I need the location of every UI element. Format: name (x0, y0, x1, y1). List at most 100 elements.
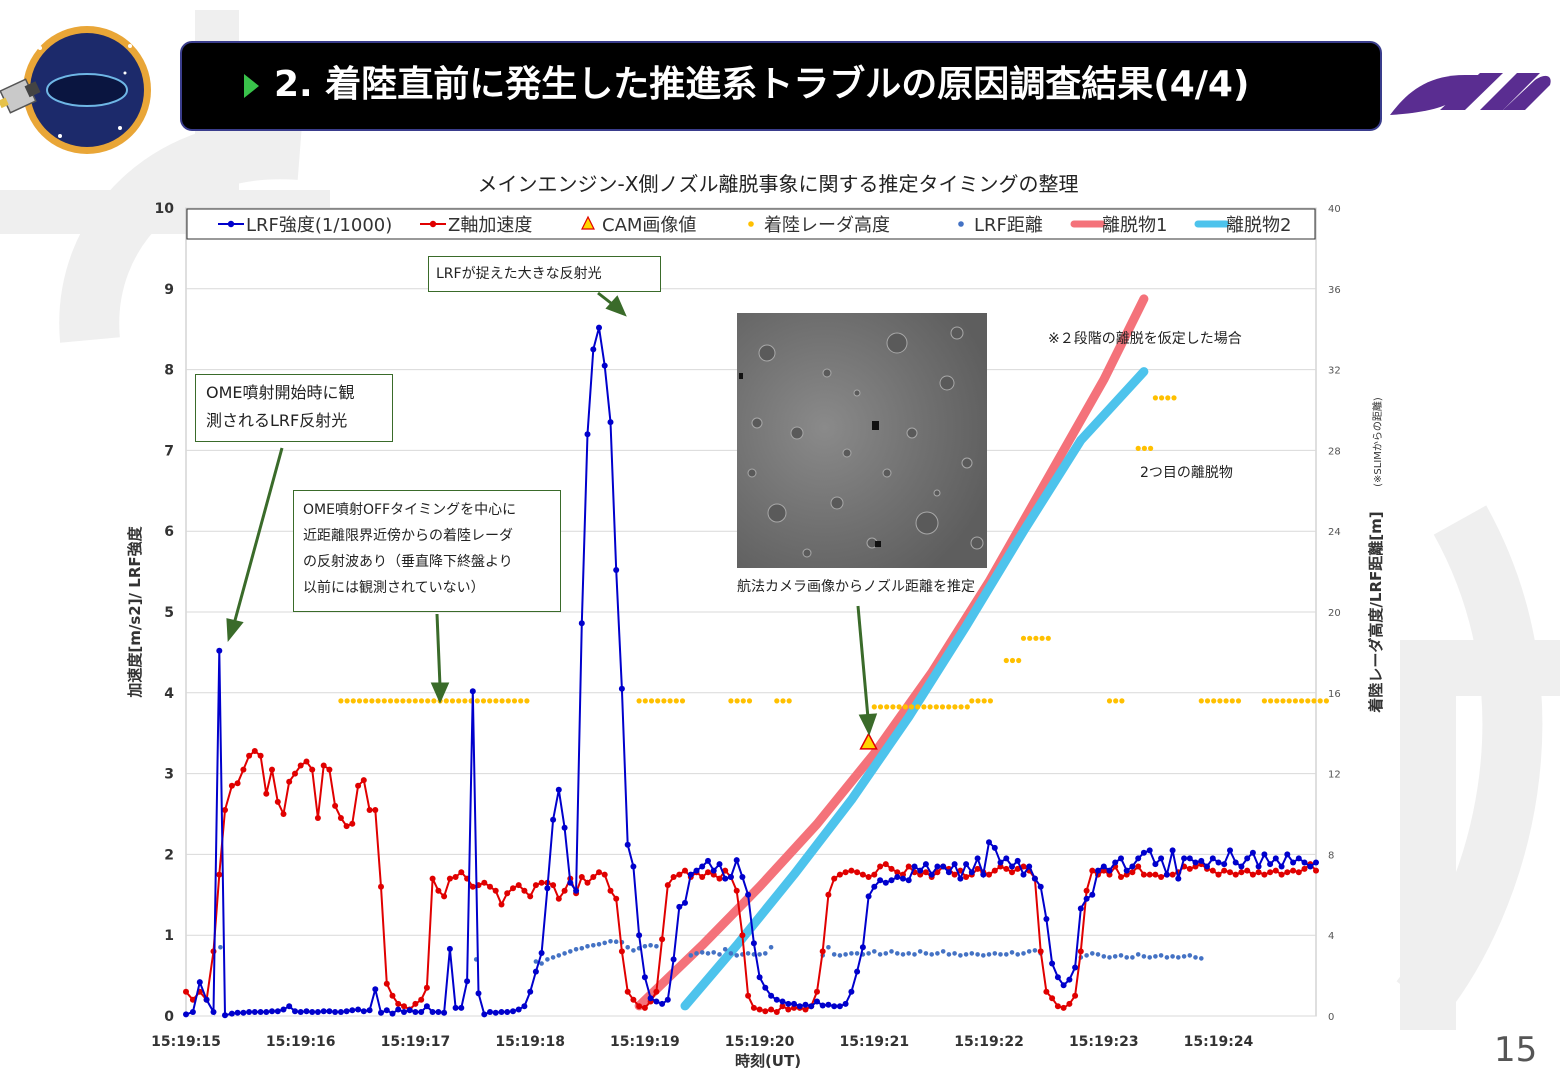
lrf-distance-dot-51 (883, 951, 889, 956)
radar-dot-94 (1280, 698, 1286, 704)
lrf-distance-dot-97 (1181, 954, 1187, 959)
radar-dot-40 (734, 698, 740, 704)
lrf-intensity-point-5 (216, 647, 223, 654)
lrf-distance-dot-20 (631, 948, 636, 953)
lrf-distance-dot-63 (952, 951, 957, 956)
legend-swatch-marker-0 (227, 220, 235, 228)
lrf-intensity-point-74 (613, 567, 620, 573)
z-accel-point-137 (974, 865, 981, 872)
z-accel-point-135 (963, 874, 970, 880)
z-accel-point-16 (280, 811, 287, 817)
lrf-distance-dot-37 (757, 952, 762, 957)
lrf-intensity-point-80 (647, 995, 654, 1002)
z-accel-point-155 (1077, 948, 1084, 955)
right-tick-label-28: 28 (1328, 446, 1341, 457)
lrf-distance-dot-68 (981, 953, 986, 958)
z-accel-point-29 (355, 782, 362, 789)
right-axis-label-note: (※SLIMからの距離) (1371, 397, 1384, 487)
lrf-distance-dot-46 (854, 951, 860, 956)
right-tick-label-12: 12 (1328, 770, 1341, 781)
z-accel-point-89 (699, 874, 706, 880)
lrf-intensity-point-39 (412, 1009, 419, 1015)
lrf-intensity-point-24 (326, 1008, 333, 1015)
z-accel-point-42 (429, 875, 436, 882)
z-accel-point-191 (1284, 869, 1291, 876)
camera-crater-12 (853, 389, 861, 397)
arrow-ome-reflect-head (226, 618, 244, 643)
z-accel-point-30 (360, 777, 367, 784)
left-tick-label-9: 9 (164, 282, 174, 298)
radar-dot-39 (728, 698, 734, 704)
series-lrf-intensity (183, 324, 1319, 1019)
lrf-intensity-point-121 (882, 879, 889, 886)
lrf-intensity-point-79 (641, 974, 648, 981)
lrf-distance-dot-43 (837, 953, 843, 958)
z-accel-point-27 (343, 823, 350, 830)
radar-dot-37 (673, 698, 679, 704)
z-accel-point-26 (337, 815, 344, 821)
lrf-distance-dot-92 (1153, 954, 1158, 959)
lrf-intensity-point-114 (842, 1000, 849, 1007)
z-accel-point-102 (773, 1009, 780, 1015)
z-accel-line (185, 749, 1317, 1014)
camera-crater-19 (842, 448, 852, 458)
lrf-intensity-point-78 (636, 932, 643, 939)
arrow-camera-head (858, 713, 878, 736)
radar-dot-2 (350, 698, 356, 704)
radar-dot-49 (890, 704, 896, 710)
lrf-intensity-point-168 (1152, 861, 1159, 868)
lrf-intensity-point-188 (1267, 861, 1274, 868)
lrf-intensity-point-190 (1278, 863, 1285, 870)
lrf-distance-dot-26 (694, 951, 699, 956)
lrf-intensity-point-154 (1072, 964, 1079, 971)
radar-dot-59 (952, 704, 958, 710)
radar-dot-96 (1292, 698, 1298, 704)
radar-dot-77 (1135, 445, 1141, 451)
lrf-intensity-point-179 (1215, 859, 1222, 866)
lrf-intensity-point-171 (1169, 847, 1176, 854)
lrf-intensity-point-126 (911, 863, 918, 870)
radar-dot-75 (1113, 698, 1119, 704)
lrf-intensity-point-101 (768, 992, 775, 999)
z-accel-point-15 (274, 798, 281, 805)
radar-dot-13 (418, 698, 425, 704)
mission-badge-logo (0, 26, 151, 154)
lrf-distance-dot-44 (843, 952, 848, 957)
lrf-distance-dot-8 (562, 951, 567, 956)
camera-crater-17 (747, 468, 757, 478)
radar-dot-47 (877, 704, 884, 710)
callout-arrows (226, 291, 878, 736)
lrf-intensity-point-100 (762, 984, 769, 991)
z-accel-point-140 (991, 867, 998, 874)
z-accel-point-37 (401, 1003, 407, 1010)
radar-dot-31 (636, 698, 642, 704)
lrf-intensity-point-111 (825, 1001, 832, 1008)
lrf-distance-dot-11 (579, 946, 585, 951)
lrf-distance-dot-23 (648, 943, 653, 948)
title-bar: 2. 着陸直前に発生した推進系トラブルの原因調査結果(4/4) (180, 41, 1382, 131)
arrow-camera (856, 605, 870, 719)
z-accel-point-171 (1169, 871, 1176, 878)
radar-dot-78 (1141, 445, 1147, 451)
lrf-intensity-point-164 (1129, 863, 1136, 870)
radar-dot-26 (499, 698, 505, 704)
z-accel-point-13 (263, 790, 270, 797)
z-accel-point-112 (831, 875, 838, 882)
lrf-intensity-point-77 (630, 863, 637, 870)
lrf-distance-dot-69 (986, 952, 992, 957)
z-accel-point-118 (865, 874, 872, 880)
z-accel-point-39 (412, 1000, 419, 1007)
legend-label-4: LRF距離 (974, 215, 1043, 236)
z-accel-point-174 (1186, 865, 1193, 872)
z-accel-point-193 (1295, 869, 1302, 876)
radar-dot-70 (1027, 635, 1033, 641)
z-accel-point-21 (309, 766, 316, 773)
radar-dot-32 (642, 698, 648, 704)
radar-dot-11 (406, 698, 412, 704)
lrf-distance-dot-72 (1004, 952, 1009, 957)
right-axis-label: 着陸レーダ高度/LRF距離[m] (1367, 511, 1385, 713)
lrf-intensity-point-184 (1244, 855, 1251, 862)
lrf-intensity-point-12 (257, 1009, 264, 1015)
note-two-stage: ※２段階の離脱を仮定した場合 (1048, 331, 1242, 347)
z-accel-point-73 (607, 887, 614, 894)
